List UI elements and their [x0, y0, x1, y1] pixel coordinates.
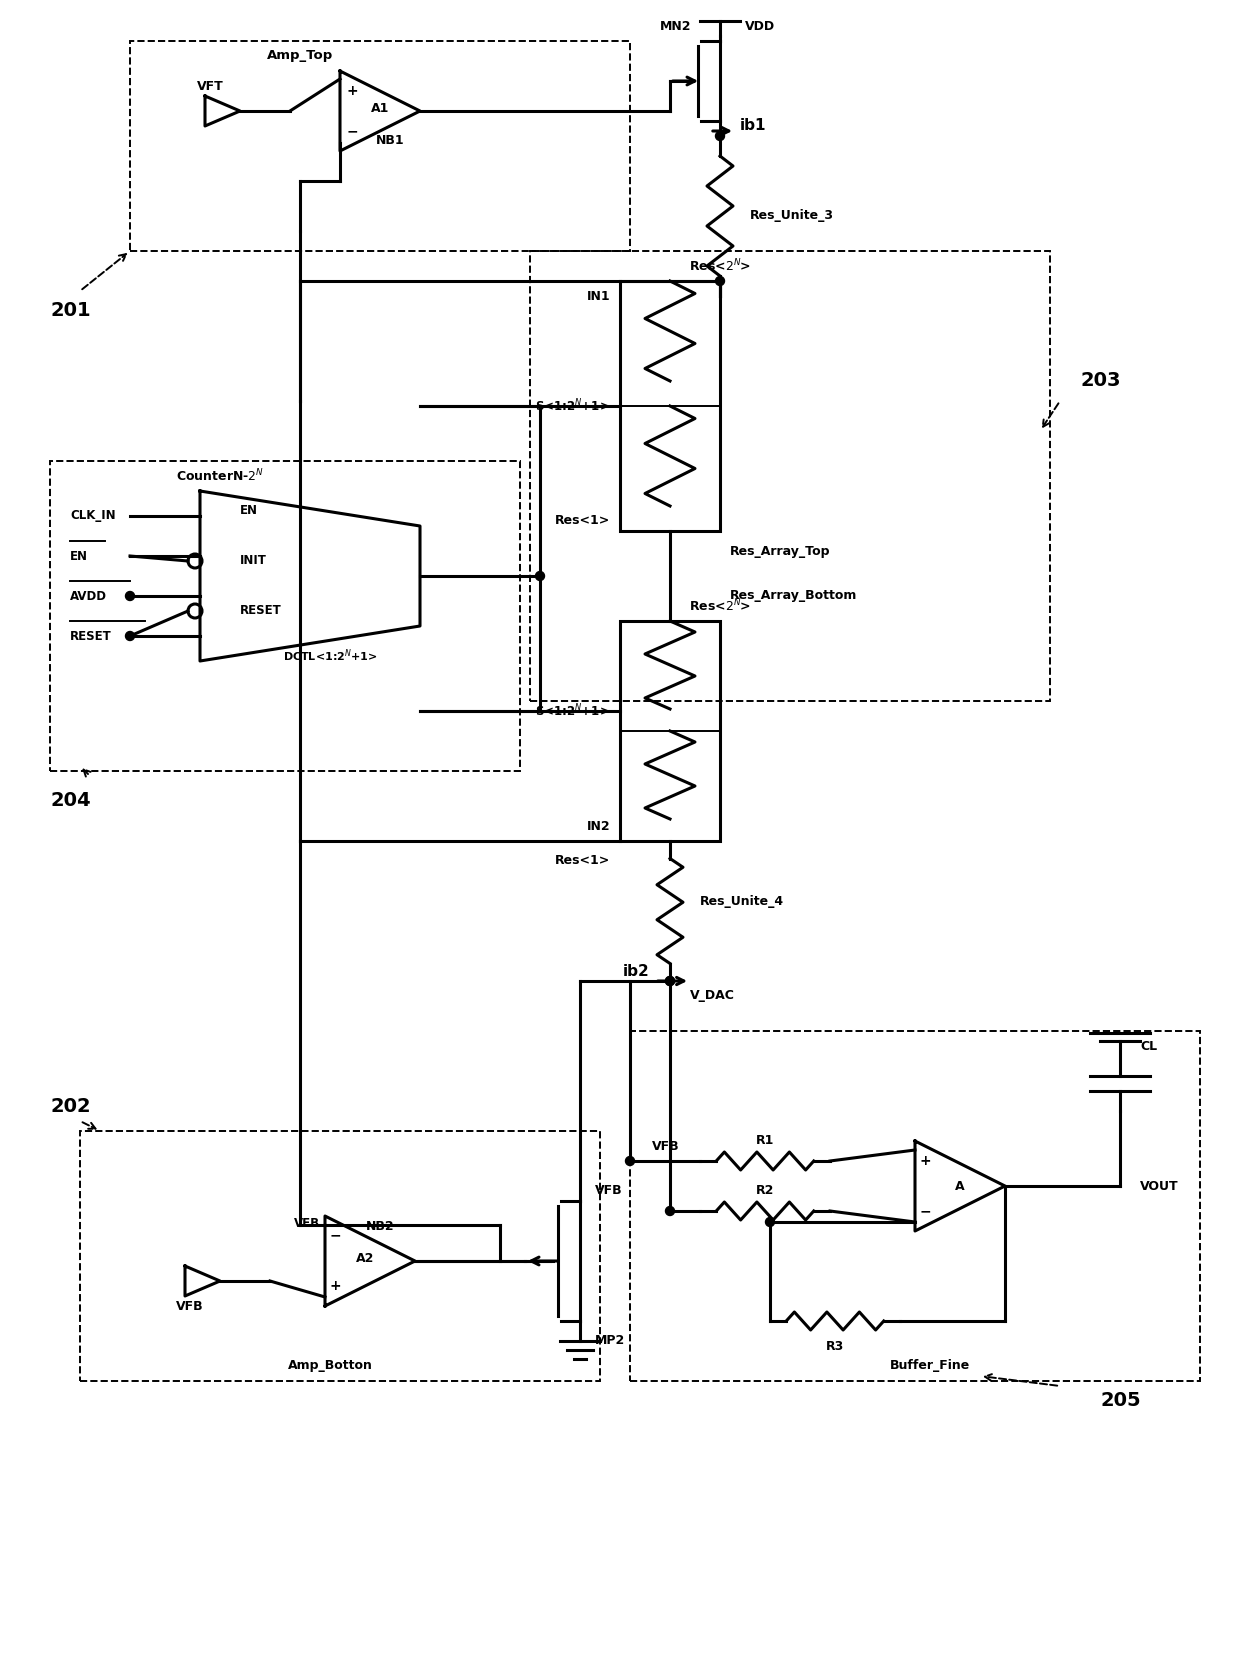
Bar	[620, 281, 720, 532]
Text: 201: 201	[50, 302, 91, 321]
Text: 203: 203	[1080, 372, 1121, 390]
Circle shape	[536, 571, 544, 580]
Text: −: −	[346, 125, 358, 138]
Text: −: −	[920, 1204, 931, 1218]
Text: VFB: VFB	[176, 1299, 203, 1312]
Text: Res_Unite_4: Res_Unite_4	[701, 895, 784, 907]
Text: EN: EN	[69, 550, 88, 563]
Bar	[50, 462, 520, 771]
Text: Res<1>: Res<1>	[554, 854, 610, 867]
Text: VDD: VDD	[745, 20, 775, 33]
Text: 204: 204	[50, 792, 91, 811]
Text: VFT: VFT	[197, 80, 223, 93]
Text: AVDD: AVDD	[69, 590, 107, 603]
Text: +: +	[920, 1154, 931, 1168]
Text: V_DAC: V_DAC	[689, 990, 735, 1003]
Text: S<1:2$^N$+1>: S<1:2$^N$+1>	[536, 703, 610, 719]
Text: A1: A1	[371, 101, 389, 115]
Circle shape	[666, 977, 675, 985]
Text: 205: 205	[1100, 1392, 1141, 1410]
Text: NB1: NB1	[376, 135, 404, 148]
Text: INIT: INIT	[241, 555, 267, 568]
Text: A2: A2	[356, 1251, 374, 1264]
Text: RESET: RESET	[241, 605, 281, 618]
Bar	[81, 1131, 600, 1380]
Text: Buffer_Fine: Buffer_Fine	[890, 1359, 970, 1372]
Text: +: +	[346, 85, 358, 98]
Bar	[529, 251, 1050, 701]
Text: R3: R3	[826, 1339, 844, 1352]
Circle shape	[666, 977, 675, 985]
Bar	[130, 42, 630, 251]
Text: ib1: ib1	[740, 118, 766, 133]
Circle shape	[715, 131, 724, 141]
Text: Res<1>: Res<1>	[554, 515, 610, 528]
Text: Res_Array_Bottom: Res_Array_Bottom	[730, 590, 857, 603]
Text: R1: R1	[756, 1134, 774, 1148]
Text: Amp_Botton: Amp_Botton	[288, 1359, 372, 1372]
Text: A: A	[955, 1179, 965, 1193]
Circle shape	[125, 591, 134, 601]
Text: +: +	[330, 1279, 341, 1294]
Text: ib2: ib2	[624, 963, 650, 978]
Text: IN2: IN2	[587, 819, 610, 832]
Text: NB2: NB2	[366, 1219, 394, 1232]
Text: −: −	[330, 1229, 341, 1242]
Text: VFB: VFB	[595, 1184, 622, 1198]
Text: MP2: MP2	[595, 1334, 625, 1347]
Text: 202: 202	[50, 1096, 91, 1116]
Text: Res<$2^N$>: Res<$2^N$>	[689, 257, 751, 274]
Text: IN1: IN1	[587, 289, 610, 302]
Bar	[620, 621, 720, 840]
Text: CL: CL	[1140, 1040, 1157, 1053]
Text: VFB: VFB	[294, 1218, 320, 1229]
Text: VFB: VFB	[652, 1139, 680, 1153]
Circle shape	[666, 1206, 675, 1216]
Text: VOUT: VOUT	[1140, 1179, 1179, 1193]
Text: CLK_IN: CLK_IN	[69, 510, 115, 523]
Text: S<1:2$^N$+1>: S<1:2$^N$+1>	[536, 397, 610, 414]
Text: Res_Unite_3: Res_Unite_3	[750, 209, 835, 223]
Circle shape	[715, 276, 724, 286]
Text: R2: R2	[756, 1184, 774, 1198]
Circle shape	[625, 1156, 635, 1166]
Text: Amp_Top: Amp_Top	[267, 50, 334, 63]
Bar	[630, 1031, 1200, 1380]
Text: Res<$2^N$>: Res<$2^N$>	[689, 598, 751, 615]
Circle shape	[765, 1218, 775, 1226]
Text: DCTL<1:2$^N$+1>: DCTL<1:2$^N$+1>	[283, 648, 377, 664]
Text: CounterN-$2^N$: CounterN-$2^N$	[176, 468, 264, 485]
Text: Res_Array_Top: Res_Array_Top	[730, 545, 831, 558]
Text: RESET: RESET	[69, 630, 112, 643]
Text: EN: EN	[241, 505, 258, 518]
Circle shape	[125, 631, 134, 641]
Text: MN2: MN2	[660, 20, 692, 33]
